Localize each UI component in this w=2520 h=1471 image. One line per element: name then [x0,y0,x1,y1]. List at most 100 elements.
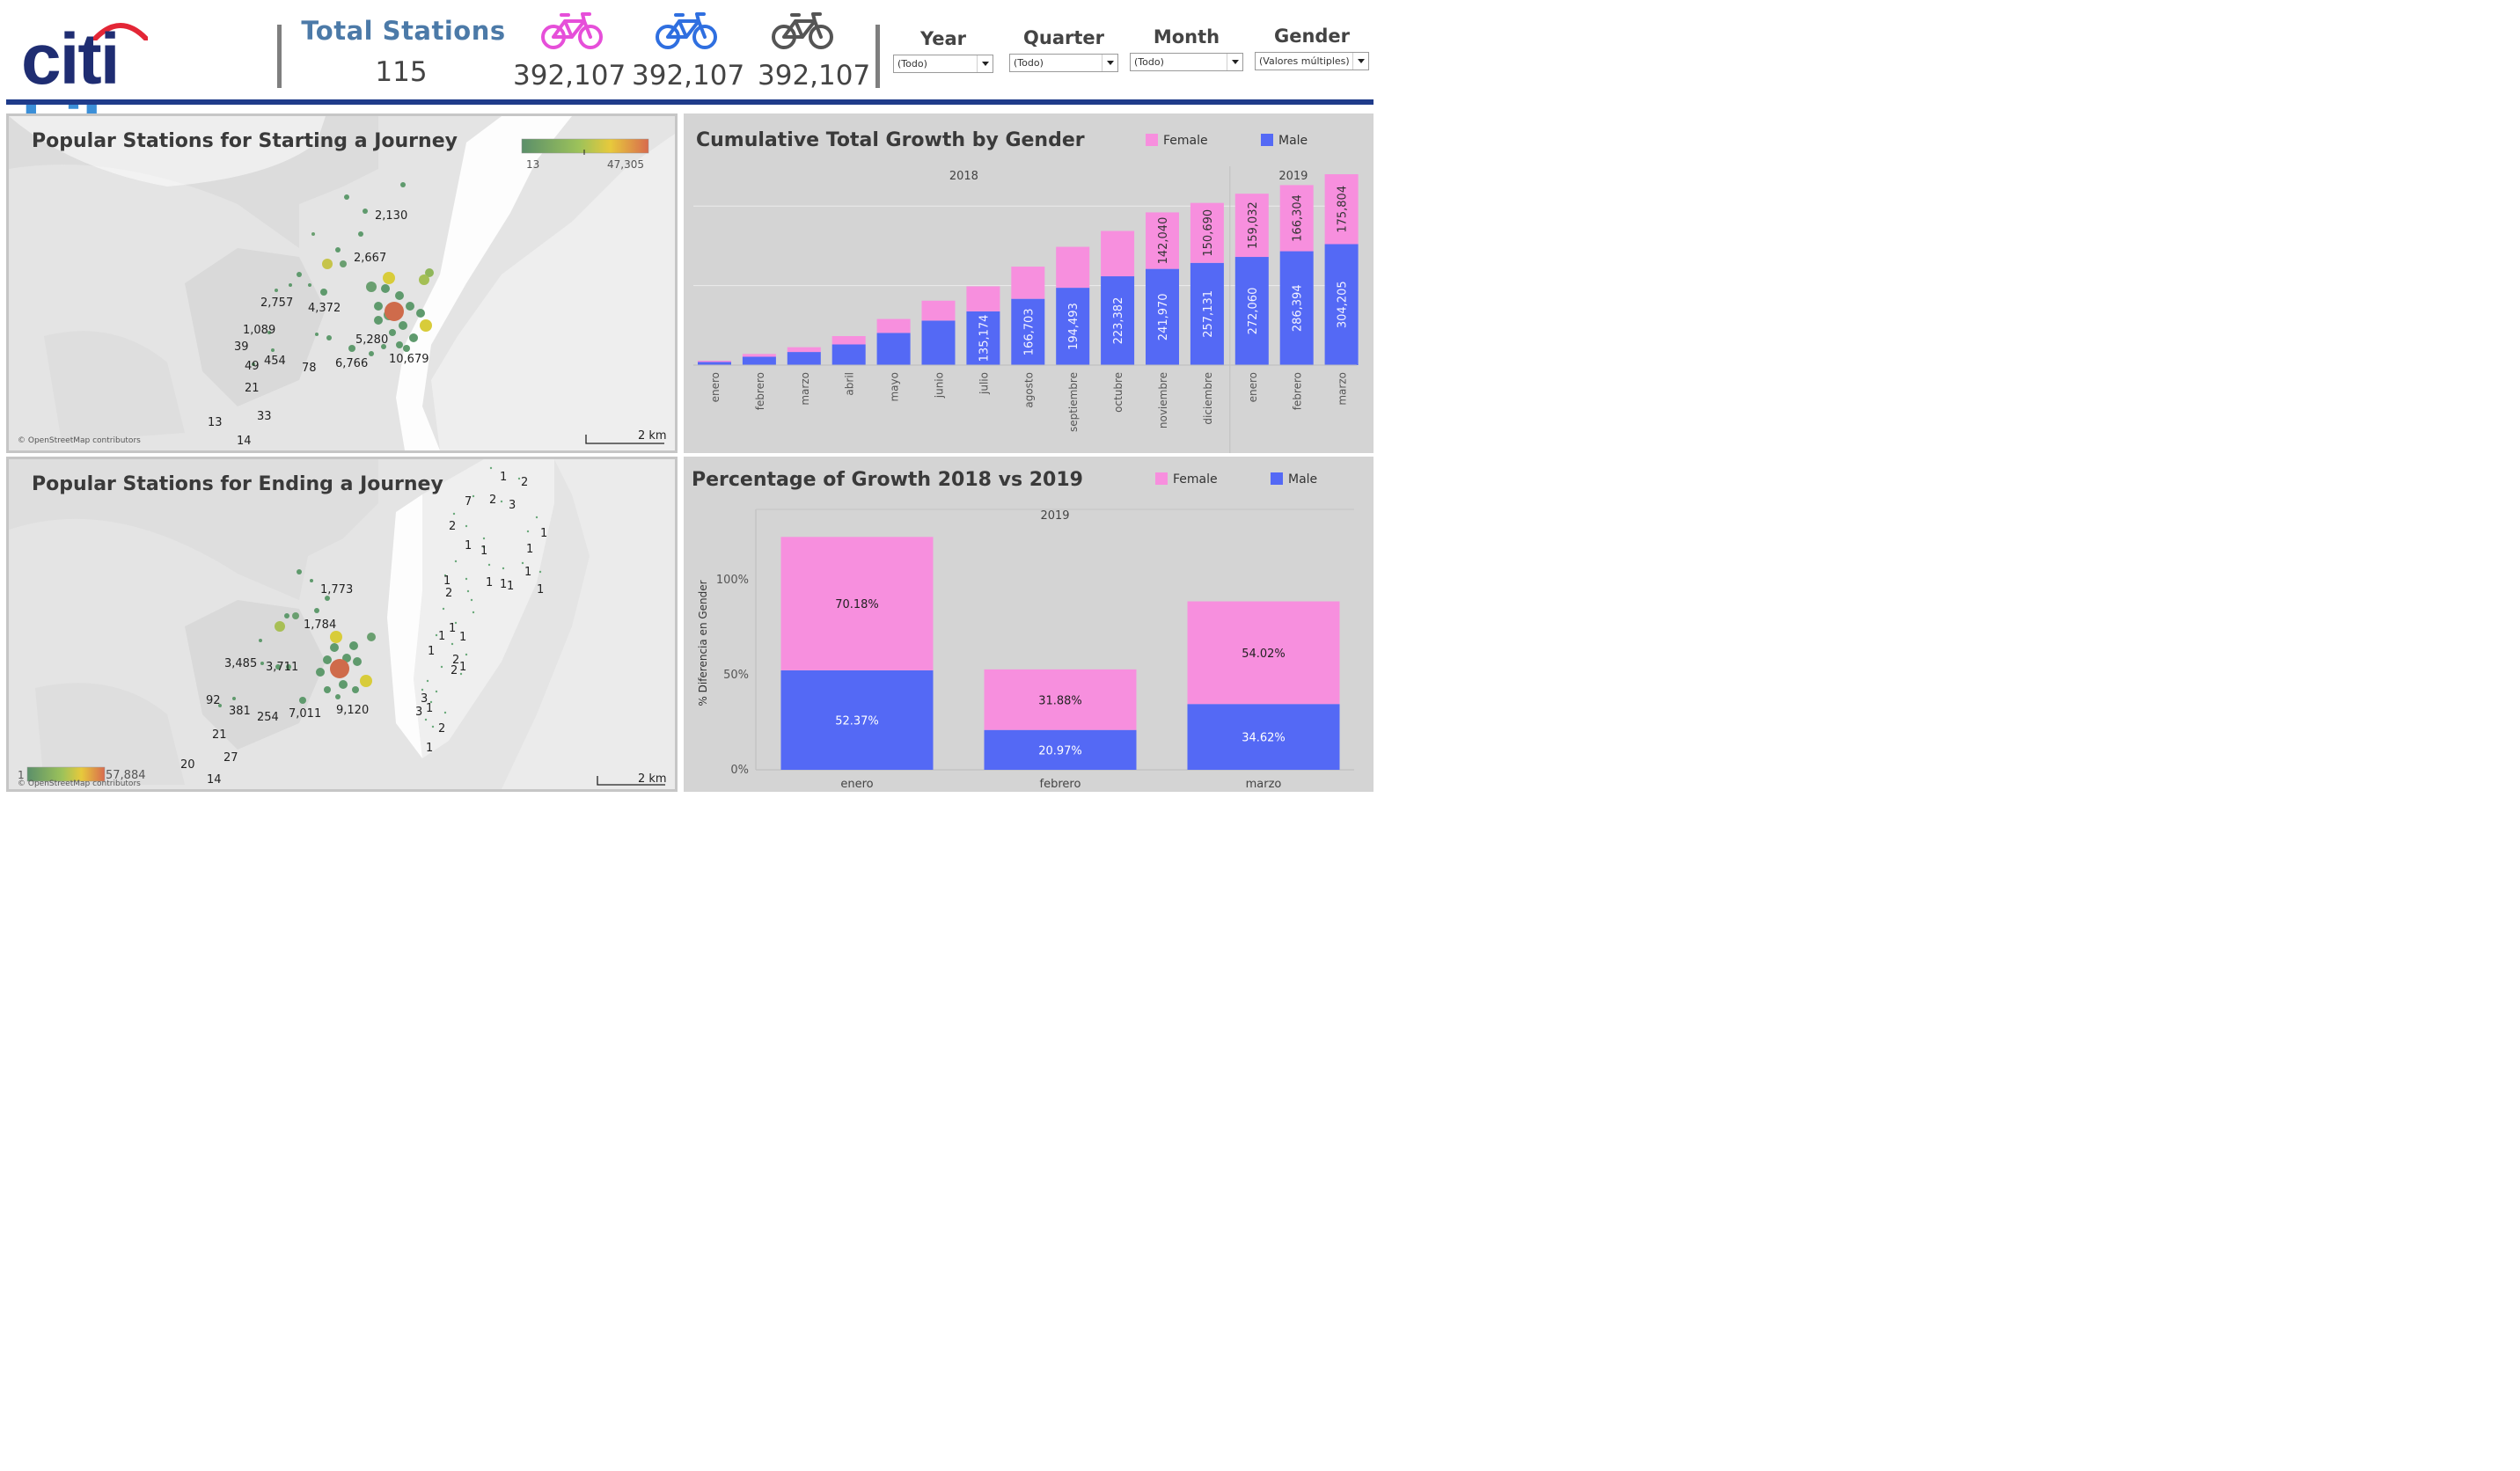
station-marker[interactable] [383,272,395,284]
station-marker[interactable] [443,574,447,577]
station-marker[interactable] [311,232,315,236]
station-marker[interactable] [443,711,447,714]
station-marker[interactable] [284,613,289,618]
station-marker[interactable] [482,537,486,540]
station-marker[interactable] [267,331,271,334]
station-marker[interactable] [440,665,443,669]
station-marker[interactable] [308,283,311,287]
station-marker[interactable] [320,289,327,296]
bar-female[interactable] [1101,231,1135,277]
station-marker[interactable] [271,348,275,352]
station-marker[interactable] [419,274,429,285]
bar-male[interactable] [966,311,1000,365]
bar-female[interactable] [1324,174,1359,245]
station-marker[interactable] [299,697,306,704]
legend-male[interactable]: Male [1261,134,1308,148]
bar-male[interactable] [1324,244,1359,365]
station-marker[interactable] [323,655,332,664]
station-marker[interactable] [286,664,291,670]
station-marker[interactable] [395,291,404,300]
station-marker[interactable] [526,530,530,533]
bar-female[interactable] [1056,246,1090,289]
station-marker[interactable] [275,289,278,292]
bar-female[interactable] [876,318,911,333]
bar-male[interactable] [1187,704,1340,770]
station-marker[interactable] [426,679,429,683]
bar-female[interactable] [1234,194,1269,258]
station-marker[interactable] [435,633,438,637]
percentage-growth-chart[interactable]: 2019 0% 50% 100% % Diferencia en Gender 52.37… [684,457,1374,792]
station-marker[interactable] [535,516,538,519]
filter-gender-dropdown[interactable]: (Valores múltiples) [1255,52,1369,70]
chevron-down-icon[interactable] [977,55,993,72]
station-marker[interactable] [466,589,470,593]
station-marker[interactable] [399,321,407,330]
station-marker[interactable] [348,345,355,352]
bar-male[interactable] [1011,298,1045,365]
map-end-panel[interactable]: Popular Stations for Ending a Journey 1,… [6,457,678,792]
station-marker[interactable] [314,608,319,613]
station-marker[interactable] [297,569,302,574]
station-marker[interactable] [442,607,445,611]
station-marker[interactable] [421,688,424,692]
station-marker[interactable] [517,477,521,480]
station-marker[interactable] [385,302,404,321]
station-marker[interactable] [374,302,383,311]
station-marker[interactable] [374,316,383,325]
station-marker[interactable] [465,524,468,528]
station-marker[interactable] [424,718,428,721]
chevron-down-icon[interactable] [1102,55,1117,71]
bar-female[interactable] [1190,202,1224,263]
station-marker[interactable] [425,268,434,277]
bar-female[interactable] [780,537,934,670]
station-marker[interactable] [275,621,285,632]
station-marker[interactable] [489,466,493,470]
station-marker[interactable] [381,284,390,293]
station-marker[interactable] [454,560,458,563]
station-marker[interactable] [322,259,333,269]
filter-month-dropdown[interactable]: (Todo) [1130,53,1243,71]
bar-male[interactable] [1146,268,1179,365]
filter-quarter-dropdown[interactable]: (Todo) [1009,54,1118,72]
bar-male[interactable] [742,356,776,365]
bar-female[interactable] [1011,267,1045,299]
station-marker[interactable] [472,494,475,498]
station-marker[interactable] [297,272,302,277]
station-marker[interactable] [521,561,524,565]
station-marker[interactable] [326,335,332,340]
bar-male[interactable] [876,333,911,365]
station-marker[interactable] [381,344,386,349]
station-marker[interactable] [452,512,456,516]
station-marker[interactable] [252,362,255,366]
map-end-basemap[interactable] [9,459,675,789]
station-marker[interactable] [435,690,438,693]
station-marker[interactable] [472,611,475,614]
bar-male[interactable] [1234,257,1269,365]
bar-male[interactable] [1279,251,1314,365]
station-marker[interactable] [482,545,486,549]
station-marker[interactable] [416,309,425,318]
station-marker[interactable] [352,686,359,693]
station-marker[interactable] [292,612,299,619]
bar-male[interactable] [1101,276,1135,365]
bar-male[interactable] [1056,288,1090,365]
station-marker[interactable] [409,333,418,342]
bar-male[interactable] [831,344,866,365]
bar-female[interactable] [921,300,956,321]
bar-male[interactable] [1190,262,1224,365]
station-marker[interactable] [358,231,363,237]
legend-female-2[interactable]: Female [1155,472,1218,487]
station-marker[interactable] [538,570,542,574]
station-marker[interactable] [330,631,342,643]
bar-female[interactable] [966,286,1000,311]
station-marker[interactable] [315,333,319,336]
bar-female[interactable] [984,669,1137,730]
filter-year-dropdown[interactable]: (Todo) [893,55,993,73]
station-marker[interactable] [260,662,264,665]
bar-female[interactable] [1279,185,1314,252]
station-marker[interactable] [316,668,325,677]
station-marker[interactable] [367,633,376,641]
legend-male-2[interactable]: Male [1271,472,1317,487]
station-marker[interactable] [218,704,222,707]
